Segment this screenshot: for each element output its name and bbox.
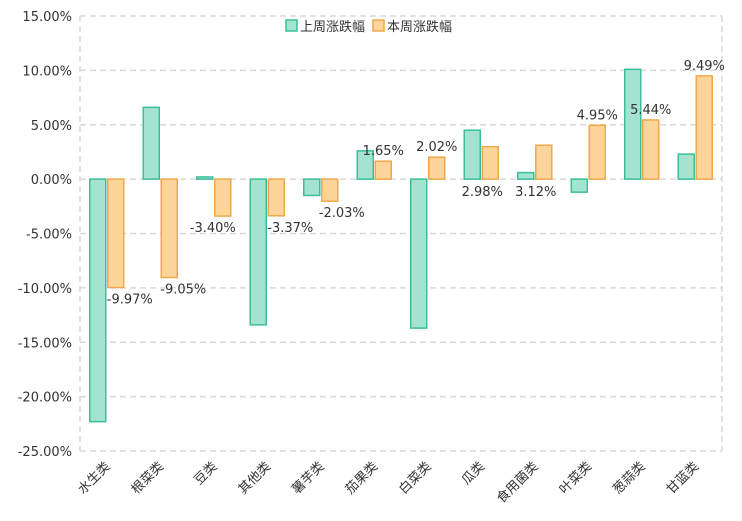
- data-label: 4.95%: [577, 108, 618, 123]
- bar-last-week: [410, 178, 428, 329]
- y-tick-label: 15.00%: [22, 10, 72, 25]
- data-label: -9.05%: [160, 283, 206, 298]
- x-tick-label: 豆类: [192, 459, 221, 488]
- bar-last-week: [624, 68, 642, 180]
- x-tick-label: 白菜类: [396, 459, 435, 498]
- data-label: 9.49%: [684, 59, 725, 74]
- y-axis-ticks: 15.00% 10.00% 5.00% 0.00% -5.00% -10.00% -15.0…: [18, 10, 72, 460]
- data-label: -3.40%: [190, 221, 236, 236]
- x-tick-label: 甘蓝类: [664, 459, 702, 497]
- bar-last-week: [517, 171, 535, 180]
- x-tick-label: 茄果类: [343, 459, 381, 497]
- y-tick-label: 0.00%: [31, 173, 72, 188]
- bar-this-week: [642, 119, 660, 180]
- data-label: 3.12%: [515, 185, 556, 200]
- x-tick-label: 薯芋类: [289, 459, 327, 497]
- legend-swatch-this-week: [372, 19, 385, 32]
- bar-last-week: [303, 178, 321, 197]
- data-label: 2.02%: [416, 140, 457, 155]
- x-tick-label: 瓜类: [459, 459, 488, 488]
- data-labels: -9.97% -9.05% -3.40% -3.37% -2.03% 1.65% 2.02%…: [107, 59, 725, 308]
- bars: [89, 68, 713, 423]
- data-label: -3.37%: [267, 221, 313, 236]
- y-tick-label: -20.00%: [18, 391, 72, 406]
- bar-last-week: [89, 178, 107, 423]
- bar-this-week: [374, 160, 392, 180]
- x-tick-label: 根菜类: [129, 459, 167, 497]
- bar-this-week: [588, 124, 606, 180]
- bar-last-week: [463, 129, 481, 180]
- y-tick-label: -25.00%: [18, 445, 72, 460]
- x-tick-label: 叶菜类: [557, 459, 595, 497]
- bar-this-week: [695, 75, 713, 180]
- data-label: 2.98%: [462, 185, 503, 200]
- bar-this-week: [107, 178, 125, 289]
- legend-swatch-last-week: [285, 19, 298, 32]
- y-tick-label: 5.00%: [31, 119, 72, 134]
- bar-this-week: [481, 145, 499, 180]
- bar-last-week: [249, 178, 267, 326]
- y-tick-label: -10.00%: [18, 282, 72, 297]
- bar-this-week: [160, 178, 178, 279]
- bar-this-week: [214, 178, 232, 217]
- bar-this-week: [267, 178, 285, 217]
- bar-last-week: [570, 178, 588, 193]
- legend[interactable]: 上周涨跌幅 本周涨跌幅: [285, 19, 452, 35]
- grid-layer: [79, 15, 723, 452]
- y-tick-label: 10.00%: [22, 64, 72, 79]
- legend-label-this-week: 本周涨跌幅: [387, 19, 452, 35]
- bar-this-week: [535, 144, 553, 180]
- x-tick-label: 食用菌类: [493, 459, 541, 507]
- bar-last-week: [356, 150, 374, 180]
- data-label: 1.65%: [363, 144, 404, 159]
- y-tick-label: -5.00%: [26, 228, 72, 243]
- bar-this-week: [428, 156, 446, 180]
- bar-last-week: [196, 176, 214, 180]
- bar-last-week: [677, 153, 695, 180]
- data-label: -2.03%: [319, 206, 365, 221]
- data-label: -9.97%: [107, 293, 153, 308]
- x-tick-label: 其他类: [236, 459, 274, 497]
- legend-label-last-week: 上周涨跌幅: [300, 19, 365, 35]
- x-axis-ticks: 水生类 根菜类 豆类 其他类 薯芋类 茄果类 白菜类 瓜类 食用菌类 叶菜类 葱蒜类 甘蓝类: [75, 459, 702, 507]
- bar-this-week: [321, 178, 339, 202]
- data-label: 5.44%: [630, 103, 671, 118]
- x-tick-label: 葱蒜类: [610, 459, 648, 497]
- x-tick-label: 水生类: [75, 459, 113, 497]
- y-tick-label: -15.00%: [18, 336, 72, 351]
- bar-last-week: [142, 106, 160, 180]
